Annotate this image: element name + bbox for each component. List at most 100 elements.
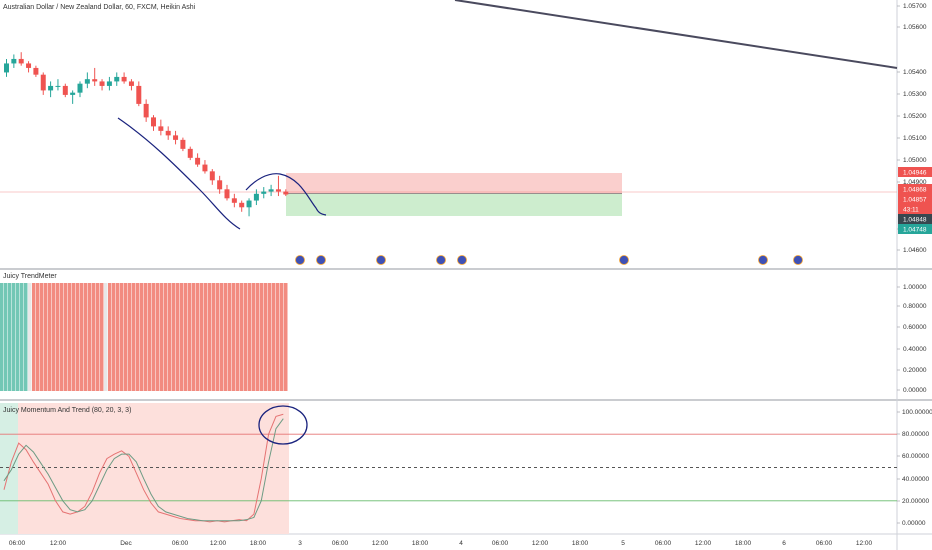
- economic-event-icon[interactable]: [793, 255, 803, 265]
- trend-bar: [128, 283, 132, 391]
- trend-bar: [124, 283, 128, 391]
- price-tick-label: 1.05400: [903, 69, 927, 76]
- candle-body: [187, 148, 193, 158]
- trend-bar: [92, 283, 96, 391]
- drawing-circle[interactable]: [258, 405, 308, 445]
- trend-bar: [184, 283, 188, 391]
- price-tick-label: 1.05300: [903, 91, 927, 98]
- trend-bar: [256, 283, 260, 391]
- candle-body: [224, 189, 230, 199]
- candle-body: [4, 63, 9, 73]
- candle-body: [180, 139, 186, 149]
- momentum-series-1: [3, 413, 284, 523]
- candle-body: [195, 157, 201, 165]
- drawing-curve[interactable]: [117, 117, 241, 230]
- time-tick-label: 18:00: [572, 540, 589, 547]
- trend-bar: [48, 283, 52, 391]
- trend-bar: [16, 283, 20, 391]
- trend-bar: [20, 283, 24, 391]
- trend-bar: [32, 283, 36, 391]
- trend-tick-label: 0.20000: [903, 367, 927, 374]
- trend-bar: [268, 283, 272, 391]
- trend-bar: [164, 283, 168, 391]
- price-badge: [898, 167, 932, 177]
- trend-bar: [104, 283, 108, 391]
- candle-body: [165, 130, 171, 136]
- economic-event-icon[interactable]: [295, 255, 305, 265]
- axes: 1.05700 1.05600 1.05400 1.05300 1.05200 1.051…: [9, 3, 932, 547]
- trend-bar: [276, 283, 280, 391]
- candle-body: [70, 92, 76, 95]
- candle-body: [143, 103, 149, 118]
- stop-loss-zone[interactable]: [286, 173, 622, 194]
- trend-tick-label: 0.60000: [903, 324, 927, 331]
- price-tick-label: 1.05700: [903, 3, 927, 10]
- momentum-bear-zone: [18, 403, 289, 534]
- trend-bar: [0, 283, 4, 391]
- candle-body: [128, 81, 134, 86]
- trend-bar: [216, 283, 220, 391]
- candle-body: [261, 191, 267, 194]
- drawing-arc[interactable]: [245, 173, 327, 216]
- trend-bar: [172, 283, 176, 391]
- candle-body: [136, 85, 142, 104]
- price-badge-label: 1.04857: [903, 196, 927, 203]
- trend-bar: [116, 283, 120, 391]
- price-badge: [898, 194, 932, 204]
- trend-tick-label: 1.00000: [903, 284, 927, 291]
- trend-tick-label: 0.00000: [903, 387, 927, 394]
- trend-tick-label: 0.40000: [903, 346, 927, 353]
- trend-bar: [152, 283, 156, 391]
- time-tick-label: 18:00: [735, 540, 752, 547]
- candle-body: [99, 81, 105, 86]
- candle-body: [253, 193, 259, 201]
- trend-bar: [72, 283, 76, 391]
- candle-body: [268, 189, 274, 192]
- price-badge: [898, 184, 932, 194]
- time-tick-label: 12:00: [532, 540, 549, 547]
- momentum-tick-label: 60.00000: [902, 453, 929, 460]
- trend-bar: [208, 283, 212, 391]
- economic-event-icon[interactable]: [316, 255, 326, 265]
- trend-bar: [108, 283, 112, 391]
- trend-bar: [60, 283, 64, 391]
- trend-bar: [248, 283, 252, 391]
- candle-body: [92, 79, 98, 82]
- momentum-tick-label: 100.00000: [902, 409, 932, 416]
- trend-bar: [252, 283, 256, 391]
- price-tick-label: 1.05000: [903, 157, 927, 164]
- economic-event-icon[interactable]: [619, 255, 629, 265]
- trend-bar: [236, 283, 240, 391]
- trendmeter-bars: [0, 283, 288, 391]
- economic-event-icon[interactable]: [758, 255, 768, 265]
- candle-body: [84, 79, 90, 84]
- candle-body: [202, 164, 208, 172]
- take-profit-zone[interactable]: [286, 194, 622, 216]
- trend-bar: [200, 283, 204, 391]
- price-pane[interactable]: [0, 0, 897, 268]
- economic-event-icon[interactable]: [376, 255, 386, 265]
- trend-bar: [220, 283, 224, 391]
- trend-bar: [40, 283, 44, 391]
- trend-bar: [180, 283, 184, 391]
- price-tick-label: 1.04600: [903, 247, 927, 254]
- trend-bar: [76, 283, 80, 391]
- candle-body: [48, 85, 54, 91]
- trend-bar: [44, 283, 48, 391]
- price-badge: [898, 214, 932, 224]
- trend-bar: [160, 283, 164, 391]
- trend-bar: [68, 283, 72, 391]
- trend-tick-label: 0.80000: [903, 303, 927, 310]
- momentum-tick-label: 20.00000: [902, 498, 929, 505]
- trend-bar: [168, 283, 172, 391]
- time-tick-label: 6: [782, 540, 786, 547]
- momentum-tick-label: 40.00000: [902, 476, 929, 483]
- candle-body: [283, 191, 289, 195]
- time-tick-label: 18:00: [250, 540, 267, 547]
- economic-event-icon[interactable]: [457, 255, 467, 265]
- price-badge-label: 43:11: [903, 206, 919, 213]
- trend-bar: [24, 283, 28, 391]
- economic-event-icon[interactable]: [436, 255, 446, 265]
- trend-line[interactable]: [454, 0, 898, 69]
